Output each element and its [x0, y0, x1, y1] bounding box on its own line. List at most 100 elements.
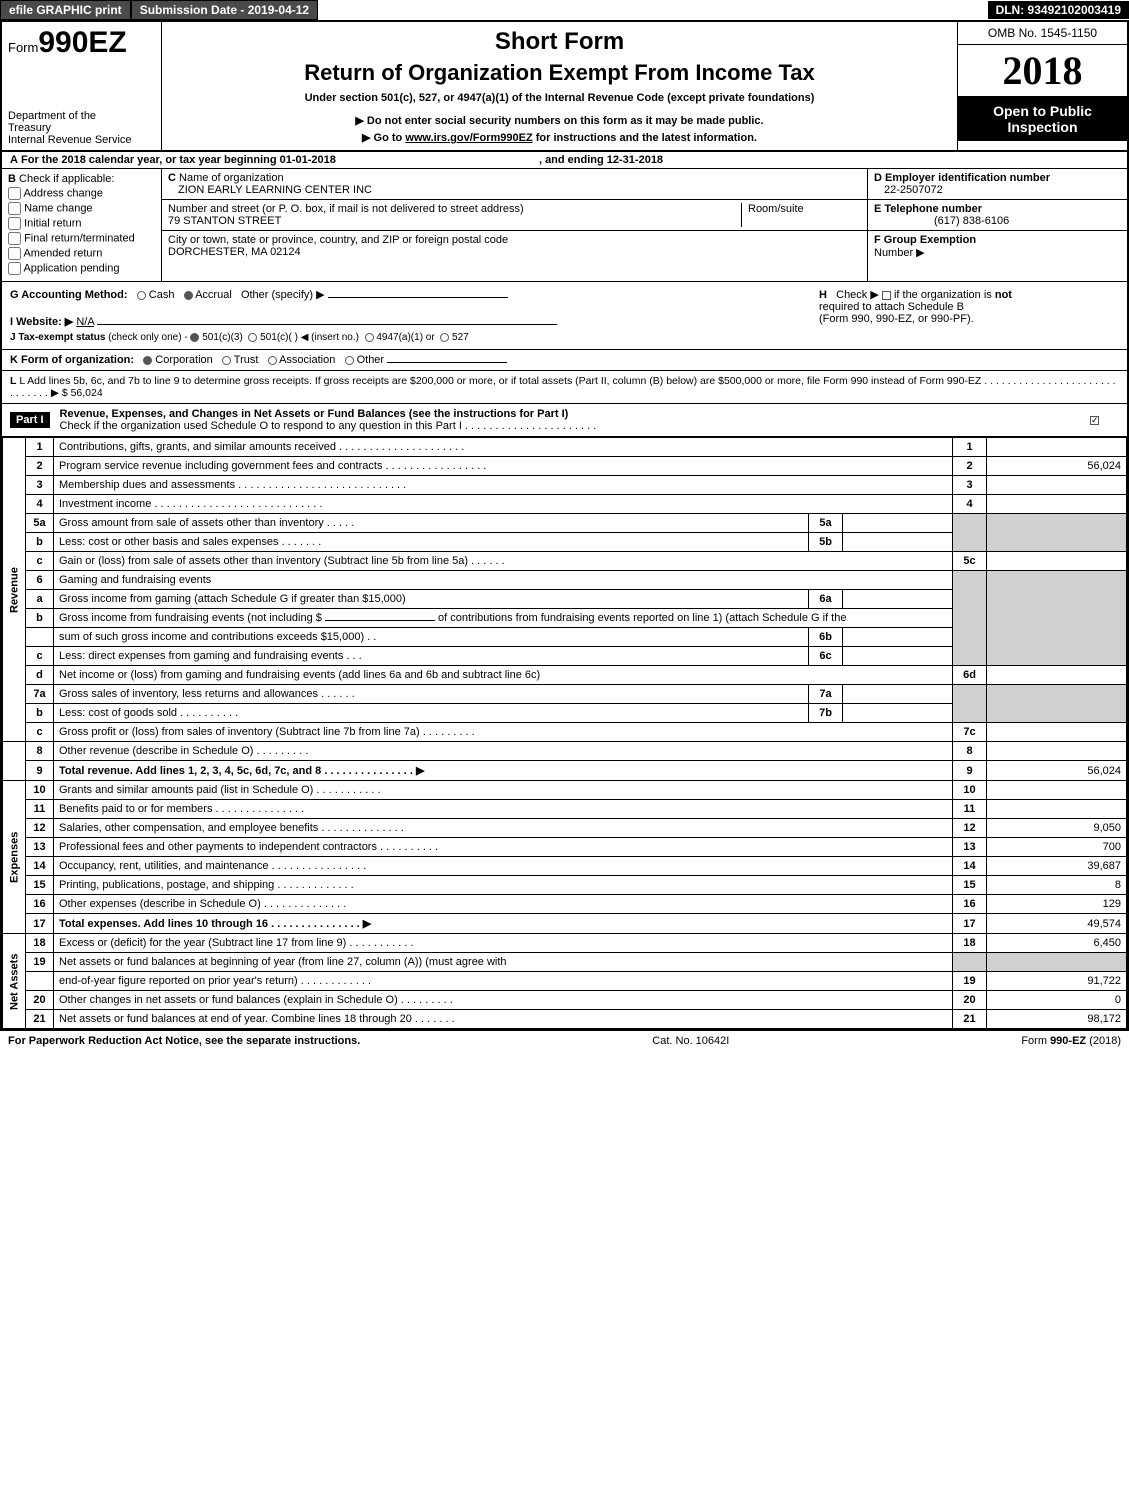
dept-line-3: Internal Revenue Service [8, 134, 155, 146]
ln-6c-desc: Less: direct expenses from gaming and fu… [54, 647, 809, 666]
part-1-checkbox[interactable] [1090, 416, 1099, 425]
ln-17-num: 17 [26, 914, 54, 934]
g-cash: Cash [149, 289, 175, 301]
g-other-blank[interactable] [328, 297, 508, 298]
block-b-label: B [8, 173, 16, 185]
ln-16-desc: Other expenses (describe in Schedule O) … [54, 895, 953, 914]
ln-13-desc: Professional fees and other payments to … [54, 838, 953, 857]
department-label: Department of the Treasury Internal Reve… [8, 110, 155, 146]
ln-18-num: 18 [26, 934, 54, 953]
j-4947: 4947(a)(1) or [376, 332, 434, 343]
radio-assoc[interactable] [268, 356, 277, 365]
k-label: K Form of organization: [10, 354, 134, 366]
main-table: Revenue 1 Contributions, gifts, grants, … [2, 437, 1127, 1029]
goto-suffix: for instructions and the latest informat… [533, 132, 757, 144]
ln-19b-num [26, 972, 54, 991]
ln-7a-subval [843, 685, 953, 704]
block-def: D Employer identification number 22-2507… [867, 169, 1127, 281]
ln-18-col: 18 [953, 934, 987, 953]
line-k: K Form of organization: Corporation Trus… [2, 350, 1127, 371]
c-city-value: DORCHESTER, MA 02124 [168, 246, 301, 258]
h-text1: if the organization is [894, 289, 995, 301]
ln-5a-subval [843, 514, 953, 533]
radio-cash[interactable] [137, 291, 146, 300]
k-other-blank [387, 362, 507, 363]
radio-accrual[interactable] [184, 291, 193, 300]
c-street-label: Number and street (or P. O. box, if mail… [168, 203, 524, 215]
line-h: H Check ▶ if the organization is not req… [819, 288, 1119, 343]
ln-19-shade-num [953, 953, 987, 972]
efile-print-button[interactable]: efile GRAPHIC print [0, 0, 131, 20]
ln-6d-desc: Net income or (loss) from gaming and fun… [54, 666, 953, 685]
ln-20-desc: Other changes in net assets or fund bala… [54, 991, 953, 1010]
d-value: 22-2507072 [874, 184, 943, 196]
footer-left: For Paperwork Reduction Act Notice, see … [8, 1035, 360, 1047]
line-a-text-a: For the 2018 calendar year, or tax year … [21, 154, 336, 166]
submission-date-button[interactable]: Submission Date - 2019-04-12 [131, 0, 318, 20]
chk-address-change[interactable]: Address change [8, 187, 155, 200]
ln-15-num: 15 [26, 876, 54, 895]
g-accrual: Accrual [195, 289, 232, 301]
chk-amended-return[interactable]: Amended return [8, 247, 155, 260]
ln-7a-sub: 7a [809, 685, 843, 704]
revenue-side-label: Revenue [3, 438, 26, 742]
c-room-label: Room/suite [741, 203, 861, 227]
radio-4947[interactable] [365, 333, 374, 342]
ln-7b-sub: 7b [809, 704, 843, 723]
i-value: N/A [76, 316, 94, 328]
c-name-value: ZION EARLY LEARNING CENTER INC [168, 184, 372, 196]
ln-20-num: 20 [26, 991, 54, 1010]
ln-3-num: 3 [26, 476, 54, 495]
ln-1-val [987, 438, 1127, 457]
radio-501c3[interactable] [190, 333, 199, 342]
ln-5ab-shade-num [953, 514, 987, 552]
k-corp: Corporation [155, 354, 212, 366]
ln-19-val: 91,722 [987, 972, 1127, 991]
chk-name-change[interactable]: Name change [8, 202, 155, 215]
radio-501c[interactable] [248, 333, 257, 342]
radio-other-org[interactable] [345, 356, 354, 365]
h-text3: (Form 990, 990-EZ, or 990-PF). [819, 313, 974, 325]
short-form-title: Short Form [170, 28, 949, 56]
ln-13-val: 700 [987, 838, 1127, 857]
ln-1-col: 1 [953, 438, 987, 457]
radio-527[interactable] [440, 333, 449, 342]
chk-application-pending[interactable]: Application pending [8, 262, 155, 275]
j-527: 527 [452, 332, 469, 343]
chk-initial-return[interactable]: Initial return [8, 217, 155, 230]
footer-mid: Cat. No. 10642I [652, 1035, 729, 1047]
part-1-title: Revenue, Expenses, and Changes in Net As… [60, 408, 569, 420]
ln-7c-num: c [26, 723, 54, 742]
ln-7c-val [987, 723, 1127, 742]
line-a-text-b: , and ending 12-31-2018 [539, 154, 663, 166]
k-assoc: Association [279, 354, 335, 366]
radio-trust[interactable] [222, 356, 231, 365]
ln-7b-subval [843, 704, 953, 723]
chk-final-return[interactable]: Final return/terminated [8, 232, 155, 245]
ln-3-col: 3 [953, 476, 987, 495]
ln-6d-num: d [26, 666, 54, 685]
goto-link[interactable]: www.irs.gov/Form990EZ [405, 132, 532, 144]
ln-2-desc: Program service revenue including govern… [54, 457, 953, 476]
ln-15-col: 15 [953, 876, 987, 895]
ln-6a-sub: 6a [809, 590, 843, 609]
ln-6b-desc: Gross income from fundraising events (no… [54, 609, 953, 628]
ln-7b-desc: Less: cost of goods sold . . . . . . . .… [54, 704, 809, 723]
d-label: D Employer identification number [874, 172, 1050, 184]
ln-19-shade-val [987, 953, 1127, 972]
ln-21-num: 21 [26, 1010, 54, 1029]
ln-6b-subval [843, 628, 953, 647]
j-note: (check only one) - [108, 332, 187, 343]
open-public-l1: Open to Public [962, 103, 1123, 119]
tax-year: 2018 [958, 45, 1127, 97]
chk-h[interactable] [882, 291, 891, 300]
ln-21-col: 21 [953, 1010, 987, 1029]
ln-5c-desc: Gain or (loss) from sale of assets other… [54, 552, 953, 571]
ln-7a-num: 7a [26, 685, 54, 704]
ln-12-col: 12 [953, 819, 987, 838]
ln-3-desc: Membership dues and assessments . . . . … [54, 476, 953, 495]
block-c: C Name of organization ZION EARLY LEARNI… [162, 169, 867, 281]
radio-corp[interactable] [143, 356, 152, 365]
ln-3-val [987, 476, 1127, 495]
ln-5c-col: 5c [953, 552, 987, 571]
